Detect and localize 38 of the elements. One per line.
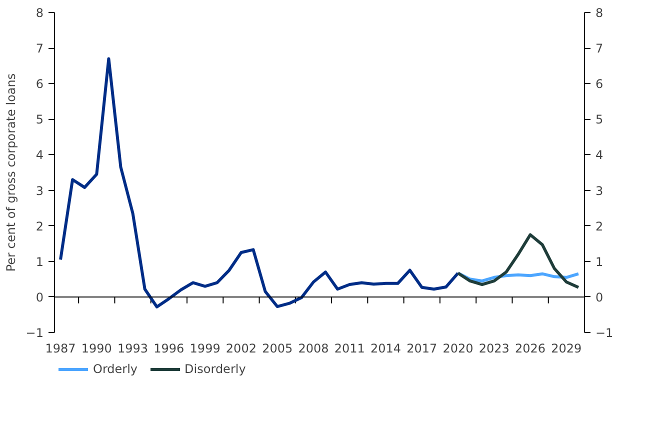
y2-tick-label: 1 xyxy=(596,254,604,269)
x-tick-label: 2017 xyxy=(406,342,438,356)
x-tick-label: 2002 xyxy=(226,342,256,356)
y-tick-label: 5 xyxy=(36,112,44,127)
y2-tick-label: −1 xyxy=(596,326,614,340)
x-tick-label: 2005 xyxy=(262,342,293,356)
x-tick-label: 2011 xyxy=(334,342,365,356)
y2-tick-label: 4 xyxy=(596,148,604,162)
y-axis-title: Per cent of gross corporate loans xyxy=(4,73,18,272)
y2-tick-label: 5 xyxy=(596,112,604,127)
x-tick-label: 2029 xyxy=(551,342,582,356)
y2-tick-label: 6 xyxy=(596,77,604,92)
y-tick-label: 3 xyxy=(36,184,44,198)
x-tick-label: 1993 xyxy=(118,342,148,356)
x-tick-label: 2014 xyxy=(370,342,402,356)
x-tick-label: 1987 xyxy=(45,342,76,356)
x-tick-label: 1990 xyxy=(81,342,112,356)
y2-tick-label: 0 xyxy=(596,290,604,304)
x-tick-label: 2008 xyxy=(298,342,329,356)
y-tick-label: 7 xyxy=(36,42,44,56)
y2-tick-label: 2 xyxy=(596,219,604,234)
x-tick-label: 2023 xyxy=(478,342,510,356)
x-tick-label: 2020 xyxy=(442,342,474,356)
y-tick-label: 8 xyxy=(36,6,44,20)
y-tick-label: 2 xyxy=(36,219,44,234)
y2-tick-label: 7 xyxy=(596,42,604,56)
y-tick-label: 0 xyxy=(36,290,44,304)
y2-tick-label: 8 xyxy=(596,6,604,20)
y-tick-label: 6 xyxy=(36,77,44,92)
x-tick-label: 1999 xyxy=(190,342,220,356)
y-tick-label: −1 xyxy=(26,326,44,340)
y-tick-label: 4 xyxy=(36,148,44,162)
legend-label: Disorderly xyxy=(184,362,246,376)
y2-tick-label: 3 xyxy=(596,184,604,198)
x-tick-label: 2026 xyxy=(515,342,546,356)
legend-label: Orderly xyxy=(93,362,138,376)
x-tick-label: 1996 xyxy=(154,342,184,356)
y-tick-label: 1 xyxy=(36,254,44,269)
